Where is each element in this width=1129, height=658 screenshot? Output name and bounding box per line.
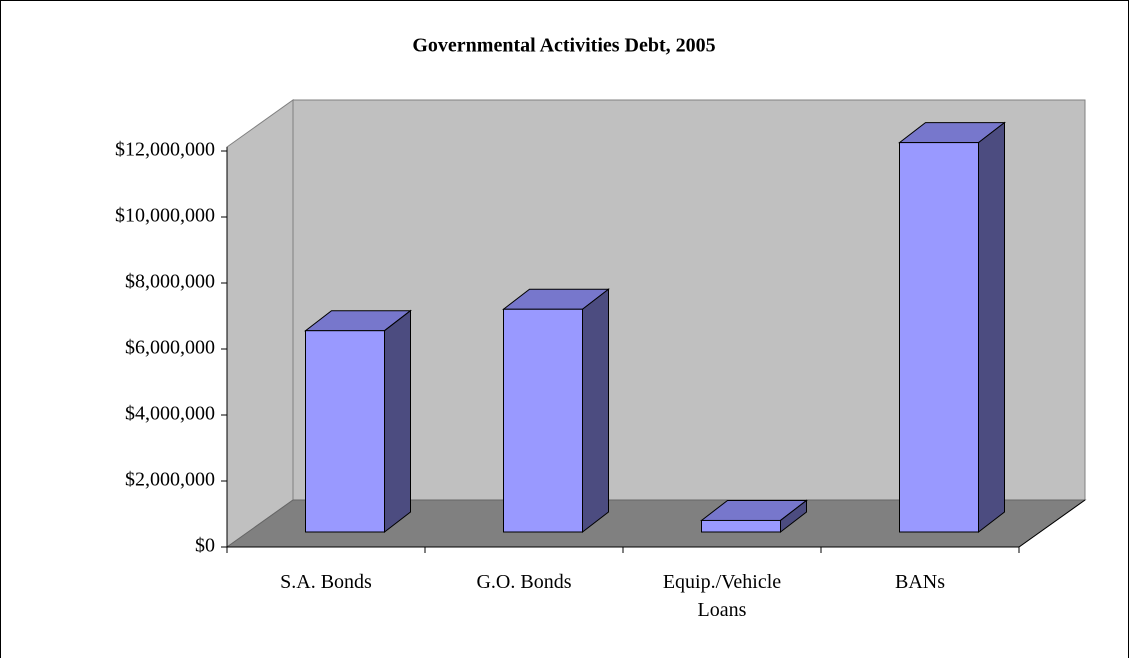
x-tick-label: G.O. Bonds xyxy=(476,571,572,593)
y-tick-label: $8,000,000 xyxy=(125,271,215,293)
bar xyxy=(899,142,979,533)
x-tick-label: BANs xyxy=(894,571,945,593)
y-tick-label: $4,000,000 xyxy=(125,403,215,425)
side-wall xyxy=(226,99,294,548)
x-tick-label: Equip./Vehicle Loans xyxy=(662,571,782,621)
y-tick-label: $10,000,000 xyxy=(115,205,215,227)
bar-side xyxy=(978,121,1005,534)
bar xyxy=(305,330,385,533)
y-tick-label: $12,000,000 xyxy=(115,139,215,161)
y-tick-label: $6,000,000 xyxy=(125,337,215,359)
bar-side xyxy=(582,288,609,534)
floor-edge xyxy=(1018,499,1086,548)
bar-side xyxy=(384,309,411,534)
x-tick-label: S.A. Bonds xyxy=(280,571,372,593)
bar xyxy=(701,519,781,533)
chart-title: Governmental Activities Debt, 2005 xyxy=(412,35,715,57)
bar xyxy=(503,308,583,533)
y-tick-label: $2,000,000 xyxy=(125,469,215,491)
y-tick-label: $0 xyxy=(195,535,215,557)
